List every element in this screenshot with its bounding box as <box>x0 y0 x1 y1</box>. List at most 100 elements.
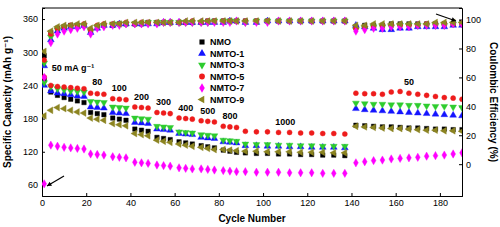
point <box>205 119 210 124</box>
point <box>319 18 325 25</box>
point <box>233 139 240 145</box>
tick-mark <box>307 193 308 196</box>
tick: 60 <box>170 193 180 208</box>
point <box>190 117 195 122</box>
tick-mark <box>86 193 87 196</box>
point <box>88 150 93 158</box>
point <box>182 130 189 136</box>
point <box>176 130 183 136</box>
tick-label: 40 <box>466 102 476 112</box>
point <box>87 115 93 122</box>
point <box>55 142 60 150</box>
point <box>87 25 93 32</box>
point <box>182 18 188 25</box>
arrow-head <box>451 17 456 22</box>
tick-label: 20 <box>82 198 92 208</box>
point <box>155 161 160 169</box>
tick-mark <box>263 193 264 196</box>
point <box>219 18 225 25</box>
annotation: 400 <box>178 103 193 113</box>
point <box>122 122 128 129</box>
point <box>73 21 79 28</box>
tick: 120 <box>300 193 315 208</box>
point <box>205 165 210 173</box>
point <box>160 125 167 131</box>
point <box>198 133 205 139</box>
point <box>42 62 48 68</box>
point <box>198 133 205 139</box>
point <box>220 138 227 144</box>
point <box>60 22 66 29</box>
y2-axis-title: Coulombic Efficiency (%) <box>488 42 499 162</box>
point <box>378 125 384 132</box>
tick-label: 120 <box>23 147 38 157</box>
point <box>319 143 326 149</box>
point <box>353 159 358 167</box>
point <box>124 154 129 162</box>
point <box>81 86 86 91</box>
point <box>166 19 172 26</box>
point <box>441 104 448 110</box>
series <box>42 81 462 149</box>
point <box>226 138 233 144</box>
point <box>161 111 166 116</box>
tick: 300 <box>23 48 45 58</box>
series <box>42 81 462 150</box>
annotation: 50 <box>404 77 414 87</box>
point <box>362 158 367 166</box>
point <box>371 91 376 96</box>
point <box>42 81 48 87</box>
point <box>95 91 100 96</box>
point <box>80 110 86 117</box>
point <box>298 130 303 135</box>
point <box>423 127 429 134</box>
point <box>352 101 359 107</box>
point <box>227 167 232 175</box>
point <box>197 18 203 25</box>
point <box>102 112 106 116</box>
point <box>330 143 337 149</box>
tick-label: 120 <box>300 198 315 208</box>
point <box>176 130 183 136</box>
point <box>362 91 367 96</box>
point <box>424 152 429 160</box>
point <box>68 144 73 152</box>
point <box>330 144 337 150</box>
point <box>287 130 292 135</box>
point <box>433 94 438 99</box>
point <box>160 138 166 145</box>
series <box>42 18 462 62</box>
point <box>242 142 249 148</box>
point <box>161 161 166 169</box>
annotation: 300 <box>156 97 171 107</box>
point <box>190 165 195 173</box>
point <box>297 149 303 156</box>
tick-mark <box>219 193 220 196</box>
tick: 80 <box>214 193 224 208</box>
point <box>330 149 336 156</box>
point <box>138 131 144 138</box>
point <box>227 124 232 129</box>
point <box>253 143 260 149</box>
tick-mark <box>459 77 462 78</box>
point <box>54 23 60 30</box>
tick: 100 <box>256 193 271 208</box>
point <box>226 147 232 154</box>
point <box>67 22 73 29</box>
point <box>177 164 182 172</box>
point <box>131 19 137 26</box>
legend-label: NMTO-3 <box>210 60 244 70</box>
point <box>286 18 292 25</box>
point <box>254 129 259 134</box>
point <box>286 143 293 149</box>
tick-label: 300 <box>23 48 38 58</box>
point <box>308 18 314 25</box>
axis-line <box>43 9 46 197</box>
point <box>182 142 188 149</box>
point <box>124 118 128 122</box>
tick-mark <box>440 193 441 196</box>
point <box>396 125 402 132</box>
point <box>308 144 315 150</box>
point <box>110 96 115 101</box>
point <box>220 138 227 144</box>
